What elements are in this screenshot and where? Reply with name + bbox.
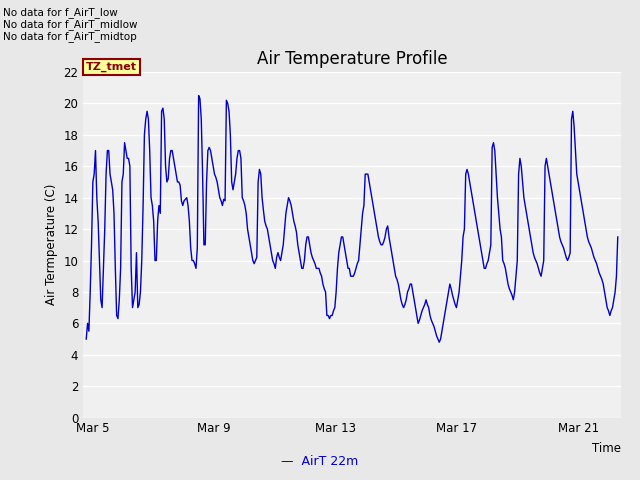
Text: TZ_tmet: TZ_tmet [86, 62, 137, 72]
Y-axis label: Air Termperature (C): Air Termperature (C) [45, 184, 58, 305]
Text: Time: Time [592, 442, 621, 455]
Text: No data for f_AirT_midlow: No data for f_AirT_midlow [3, 19, 138, 30]
Text: No data for f_AirT_midtop: No data for f_AirT_midtop [3, 31, 137, 42]
Text: No data for f_AirT_low: No data for f_AirT_low [3, 7, 118, 18]
Text: —  AirT 22m: — AirT 22m [282, 455, 358, 468]
Title: Air Temperature Profile: Air Temperature Profile [257, 49, 447, 68]
